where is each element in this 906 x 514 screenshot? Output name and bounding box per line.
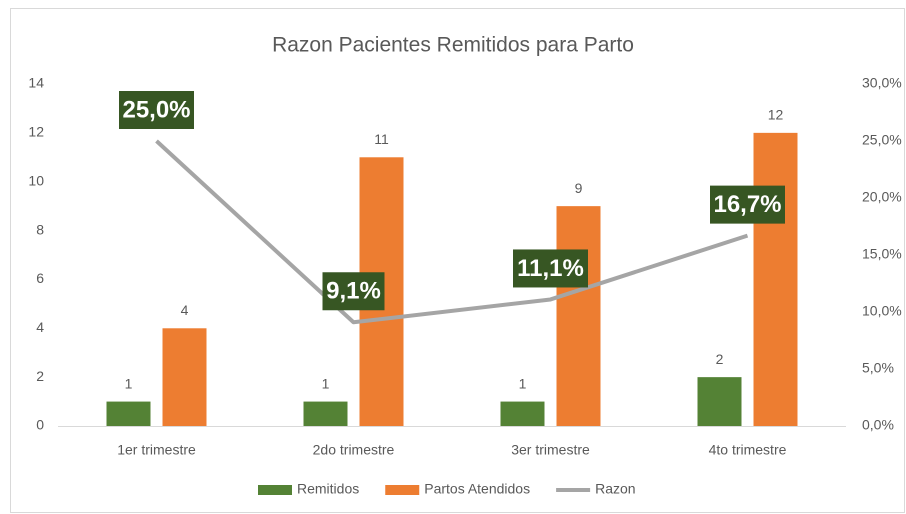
y-tick-label: 2 bbox=[36, 368, 44, 384]
y2-tick-label: 0,0% bbox=[862, 417, 894, 433]
data-label: 11,1% bbox=[513, 249, 588, 288]
bar-value-label: 4 bbox=[181, 302, 189, 318]
legend-label: Partos Atendidos bbox=[424, 481, 530, 497]
bar-value-label: 12 bbox=[768, 107, 784, 123]
bar-value-label: 1 bbox=[125, 375, 133, 391]
x-tick-label: 2do trimestre bbox=[313, 442, 395, 458]
y-tick-label: 4 bbox=[36, 319, 44, 335]
y-tick-label: 0 bbox=[36, 417, 44, 433]
bar-value-label: 11 bbox=[374, 131, 389, 147]
data-label-text: 25,0% bbox=[122, 96, 190, 123]
bar bbox=[106, 401, 151, 426]
data-label-text: 9,1% bbox=[326, 278, 381, 305]
y2-tick-label: 30,0% bbox=[862, 75, 902, 91]
bar bbox=[556, 206, 601, 426]
chart-title: Razon Pacientes Remitidos para Parto bbox=[272, 34, 634, 57]
data-label-box bbox=[710, 185, 785, 224]
y-tick-label: 14 bbox=[28, 75, 44, 91]
bar bbox=[753, 132, 798, 426]
x-tick-label: 4to trimestre bbox=[709, 442, 787, 458]
bar-value-label: 1 bbox=[322, 375, 330, 391]
legend-label: Remitidos bbox=[297, 481, 359, 497]
y-tick-label: 12 bbox=[28, 124, 44, 140]
bar bbox=[500, 401, 545, 426]
data-label: 16,7% bbox=[710, 185, 785, 224]
legend-swatch bbox=[385, 485, 420, 495]
bar-value-label: 1 bbox=[519, 375, 527, 391]
x-tick-label: 1er trimestre bbox=[117, 442, 196, 458]
data-label: 25,0% bbox=[119, 91, 194, 129]
bar-value-label: 2 bbox=[716, 351, 724, 367]
legend-label: Razon bbox=[595, 481, 635, 497]
data-label-box bbox=[119, 91, 194, 129]
bar-value-label: 9 bbox=[575, 180, 583, 196]
data-label: 9,1% bbox=[322, 272, 385, 311]
y-tick-label: 6 bbox=[36, 270, 44, 286]
y2-tick-label: 5,0% bbox=[862, 360, 894, 376]
y2-tick-label: 15,0% bbox=[862, 246, 902, 262]
y-tick-label: 8 bbox=[36, 221, 44, 237]
x-tick-label: 3er trimestre bbox=[511, 442, 590, 458]
y2-tick-label: 25,0% bbox=[862, 132, 902, 148]
bar bbox=[697, 377, 742, 426]
line-series bbox=[155, 139, 749, 325]
y2-tick-label: 10,0% bbox=[862, 303, 902, 319]
bar bbox=[303, 401, 348, 426]
legend-swatch bbox=[258, 485, 292, 495]
data-label-text: 11,1% bbox=[517, 255, 584, 282]
y-tick-label: 10 bbox=[28, 172, 44, 188]
bar bbox=[162, 328, 207, 426]
data-label-box bbox=[513, 249, 588, 288]
data-label-box bbox=[322, 272, 385, 311]
data-label-text: 16,7% bbox=[713, 191, 781, 218]
y2-tick-label: 20,0% bbox=[862, 189, 902, 205]
